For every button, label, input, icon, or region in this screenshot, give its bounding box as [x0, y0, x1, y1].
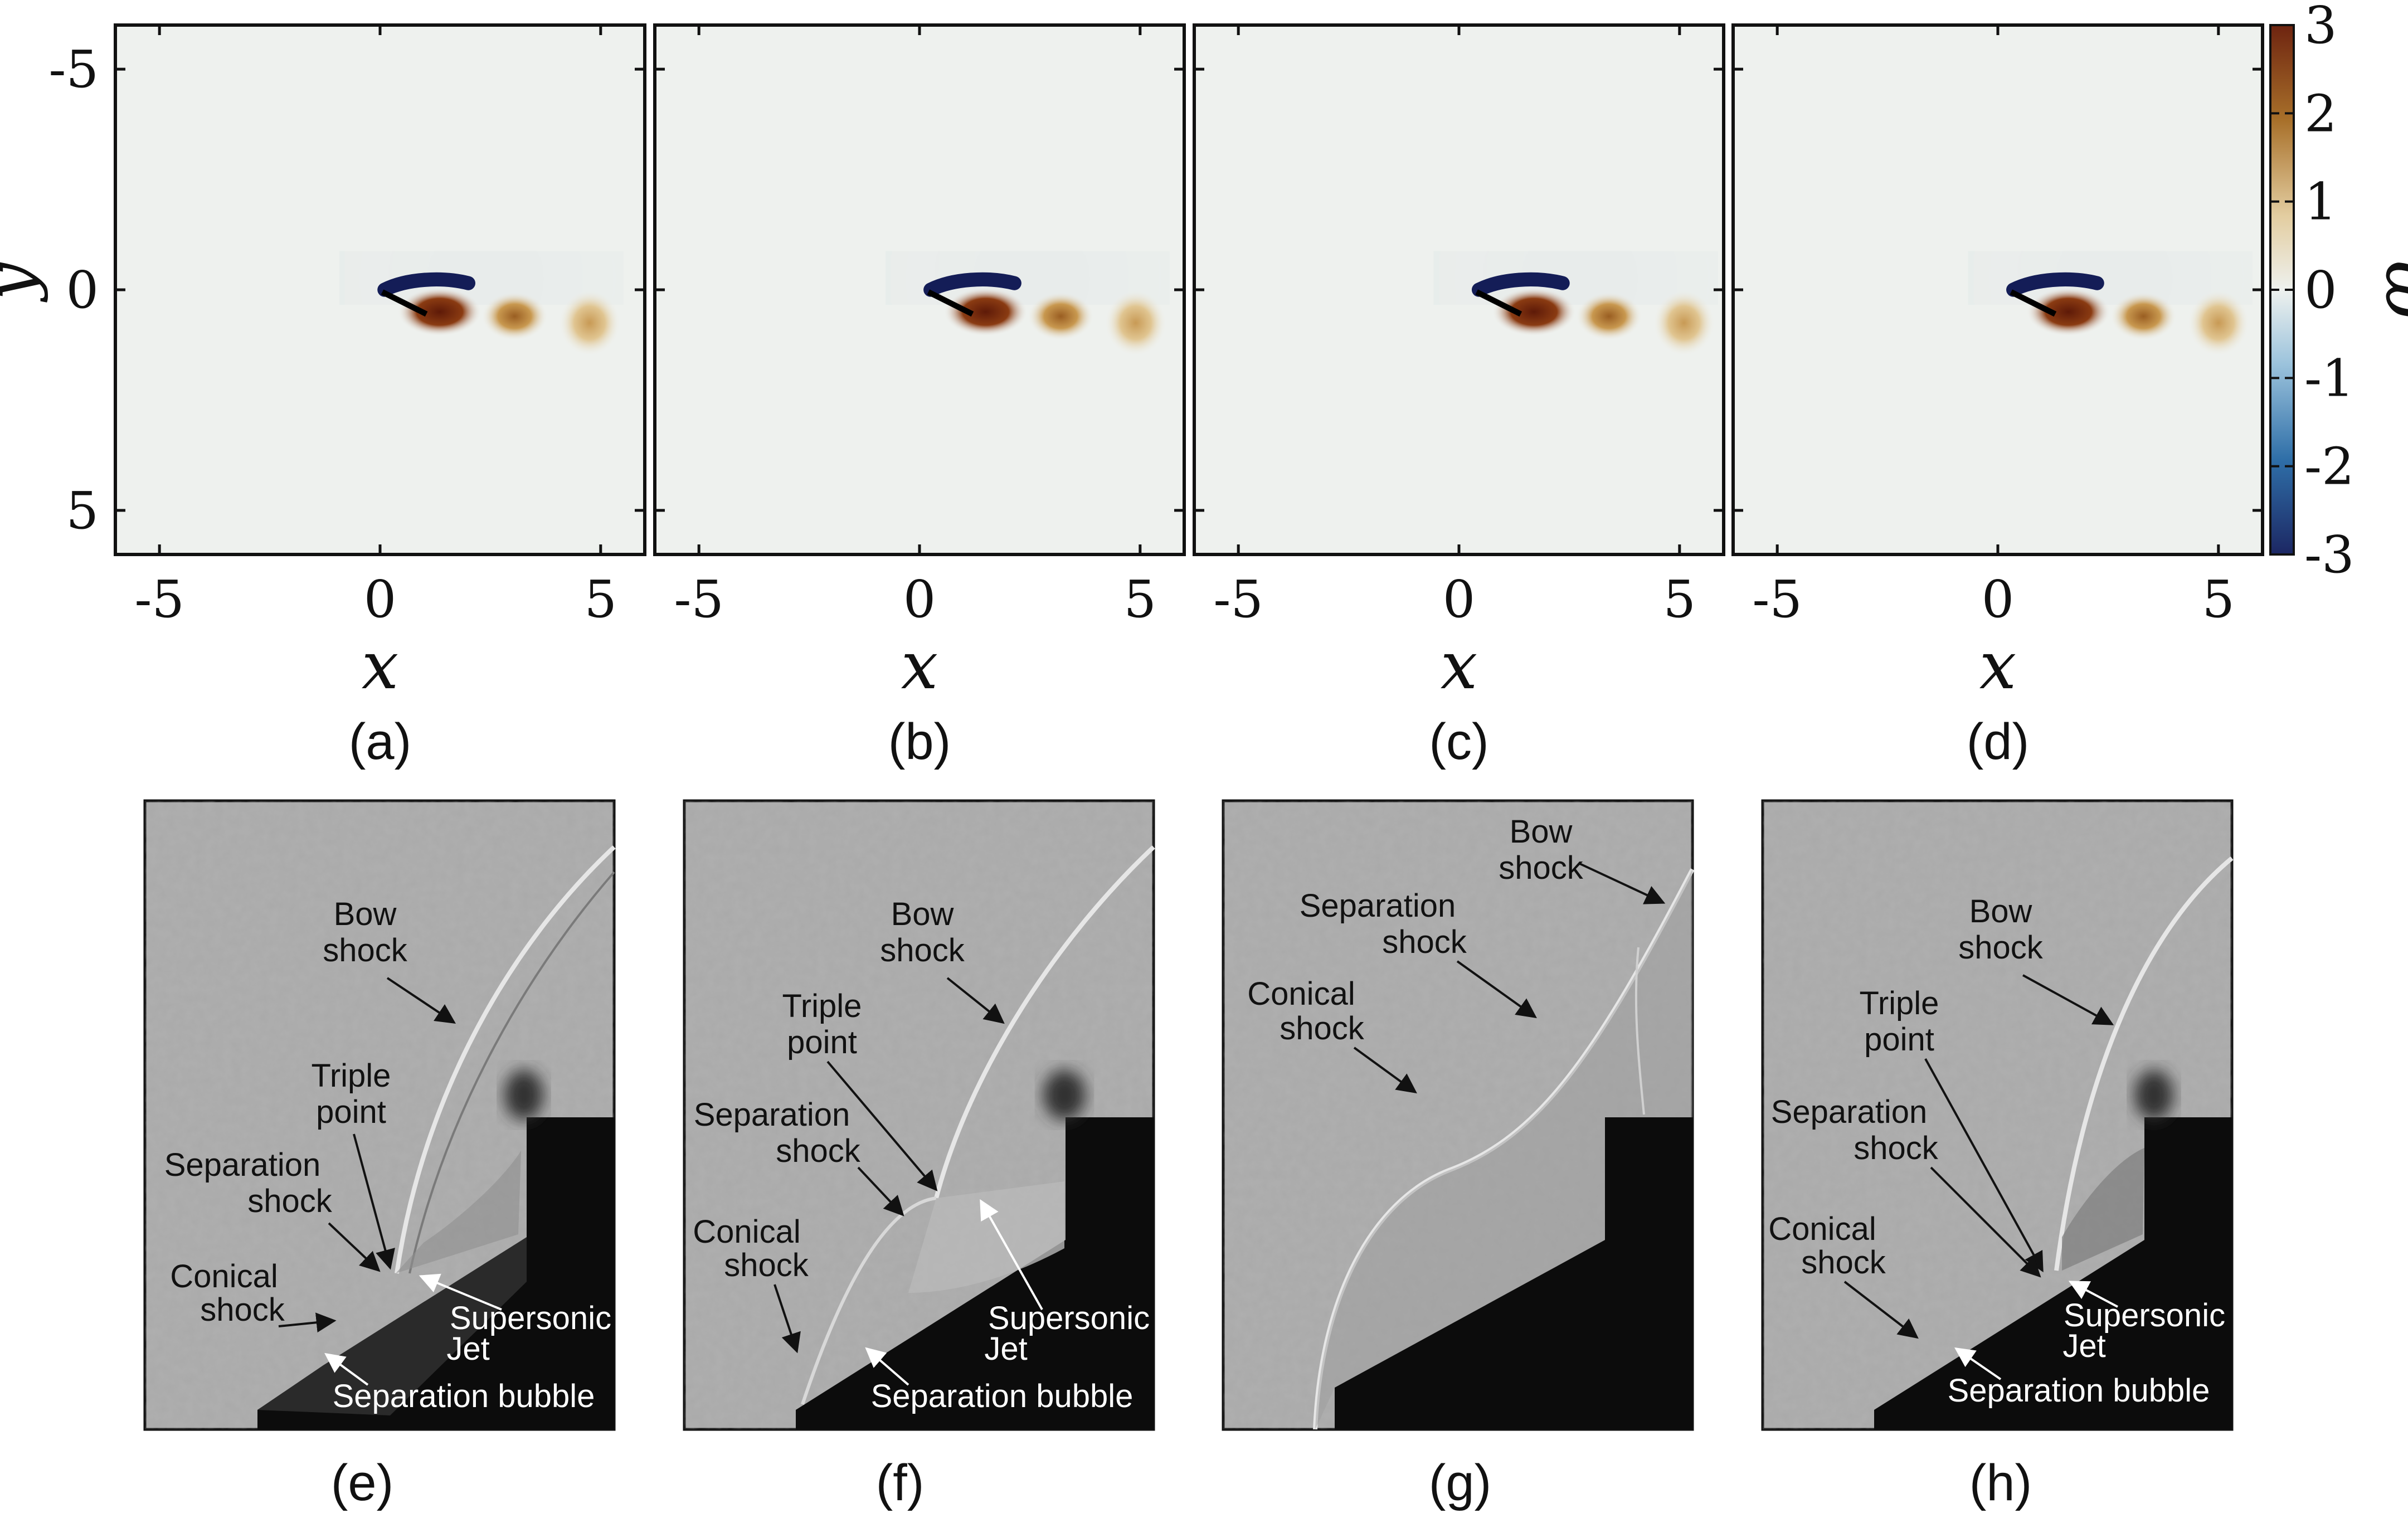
- colorbar: 3 2 1 0 -1 -2 -3 ω: [2269, 0, 2408, 585]
- svg-text:point: point: [316, 1094, 386, 1130]
- svg-text:Separation bubble: Separation bubble: [333, 1378, 595, 1414]
- x-tick-label: -5: [1752, 570, 1802, 629]
- schlieren-images: Bow shock Triple point Separation shock …: [143, 799, 2234, 1511]
- x-tick-label: 0: [364, 570, 397, 629]
- svg-text:Separation: Separation: [1300, 888, 1456, 924]
- svg-text:Triple: Triple: [1860, 985, 1939, 1021]
- svg-text:Jet: Jet: [446, 1331, 489, 1367]
- svg-text:Supersonic: Supersonic: [450, 1300, 611, 1336]
- colorbar-tick-label: 0: [2304, 260, 2337, 320]
- svg-text:shock: shock: [724, 1247, 809, 1283]
- svg-text:Conical: Conical: [1247, 976, 1355, 1012]
- caption-c: (c): [1429, 713, 1488, 770]
- schlieren-panel-e: Bow shock Triple point Separation shock …: [143, 799, 616, 1511]
- svg-text:shock: shock: [880, 932, 965, 969]
- x-tick-label: -5: [674, 570, 724, 629]
- colorbar-tick-label: -1: [2304, 348, 2355, 408]
- caption-g: (g): [1429, 1454, 1491, 1511]
- svg-text:Separation: Separation: [694, 1097, 850, 1133]
- svg-text:shock: shock: [200, 1292, 285, 1328]
- y-tick-label: -5: [48, 40, 99, 99]
- y-tick-label: 5: [66, 481, 99, 541]
- x-tick-label: 5: [2202, 570, 2235, 629]
- colorbar-tick-label: -3: [2304, 525, 2355, 585]
- svg-text:point: point: [1864, 1021, 1934, 1058]
- x-tick-label: 0: [1443, 570, 1476, 629]
- x-tick-label: 5: [585, 570, 617, 629]
- x-tick-label: -5: [1213, 570, 1263, 629]
- svg-text:Separation: Separation: [1771, 1094, 1928, 1130]
- caption-d: (d): [1967, 713, 2029, 770]
- caption-b: (b): [888, 713, 951, 770]
- vorticity-panel-d: -5 0 5 x (d): [1731, 23, 2264, 770]
- svg-text:shock: shock: [776, 1133, 861, 1169]
- svg-text:Bow: Bow: [1510, 814, 1573, 850]
- colorbar-label: ω: [2369, 260, 2408, 319]
- svg-text:Triple: Triple: [782, 988, 862, 1024]
- vorticity-panel-c: -5 0 5 x (c): [1193, 23, 1725, 770]
- x-axis-label: x: [362, 627, 399, 704]
- svg-text:shock: shock: [1280, 1010, 1365, 1047]
- svg-text:shock: shock: [323, 932, 408, 969]
- svg-text:point: point: [787, 1024, 857, 1060]
- svg-text:shock: shock: [1801, 1244, 1886, 1281]
- svg-text:Conical: Conical: [693, 1214, 800, 1250]
- x-axis-label: x: [1979, 627, 2017, 704]
- svg-text:Conical: Conical: [170, 1258, 278, 1295]
- colorbar-tick-label: 2: [2304, 84, 2337, 143]
- colorbar-tick-label: 1: [2304, 172, 2337, 232]
- caption-e: (e): [331, 1454, 393, 1511]
- x-tick-label: 0: [1982, 570, 2015, 629]
- svg-text:Supersonic: Supersonic: [2064, 1297, 2225, 1334]
- schlieren-panel-h: Bow shock Triple point Separation shock …: [1761, 799, 2234, 1511]
- svg-text:Conical: Conical: [1768, 1211, 1876, 1247]
- svg-text:Jet: Jet: [2062, 1328, 2105, 1364]
- schlieren-panel-f: Bow shock Triple point Separation shock …: [683, 799, 1155, 1511]
- x-tick-label: 0: [903, 570, 936, 629]
- x-axis-label: x: [1441, 627, 1478, 704]
- caption-a: (a): [349, 713, 411, 770]
- svg-text:Separation: Separation: [164, 1147, 321, 1183]
- x-tick-label: 5: [1663, 570, 1696, 629]
- svg-text:Supersonic: Supersonic: [988, 1300, 1150, 1336]
- colorbar-tick-label: 3: [2304, 0, 2337, 55]
- x-axis-label: x: [901, 627, 938, 704]
- y-tick-label: 0: [66, 260, 99, 320]
- vorticity-plots: -5 0 5 5 0 -5 x (a) -5 0 5 x (b) -5 0 5 x (c) -5 0 5 x (d): [48, 23, 2264, 770]
- svg-text:shock: shock: [247, 1183, 333, 1219]
- caption-f: (f): [876, 1454, 925, 1511]
- svg-text:Bow: Bow: [891, 896, 955, 932]
- svg-text:Separation bubble: Separation bubble: [871, 1378, 1134, 1414]
- svg-text:shock: shock: [1854, 1130, 1939, 1166]
- svg-text:shock: shock: [1958, 930, 2044, 966]
- vorticity-panel-b: -5 0 5 x (b): [653, 23, 1186, 770]
- svg-text:Bow: Bow: [1969, 893, 2033, 930]
- svg-text:shock: shock: [1499, 850, 1584, 886]
- colorbar-tick-label: -2: [2304, 437, 2355, 497]
- schlieren-panel-g: Bow shock Separation shock Conical shock…: [1222, 799, 1695, 1511]
- y-axis-label: y: [0, 262, 49, 303]
- svg-text:Triple: Triple: [312, 1058, 391, 1094]
- svg-text:Bow: Bow: [334, 896, 397, 932]
- x-tick-label: 5: [1124, 570, 1157, 629]
- vorticity-panel-a: -5 0 5 5 0 -5 x (a): [48, 23, 646, 770]
- svg-text:Separation bubble: Separation bubble: [1948, 1373, 2210, 1409]
- caption-h: (h): [1969, 1454, 2032, 1511]
- svg-text:Jet: Jet: [984, 1331, 1027, 1367]
- svg-text:shock: shock: [1382, 924, 1467, 960]
- x-tick-label: -5: [134, 570, 184, 629]
